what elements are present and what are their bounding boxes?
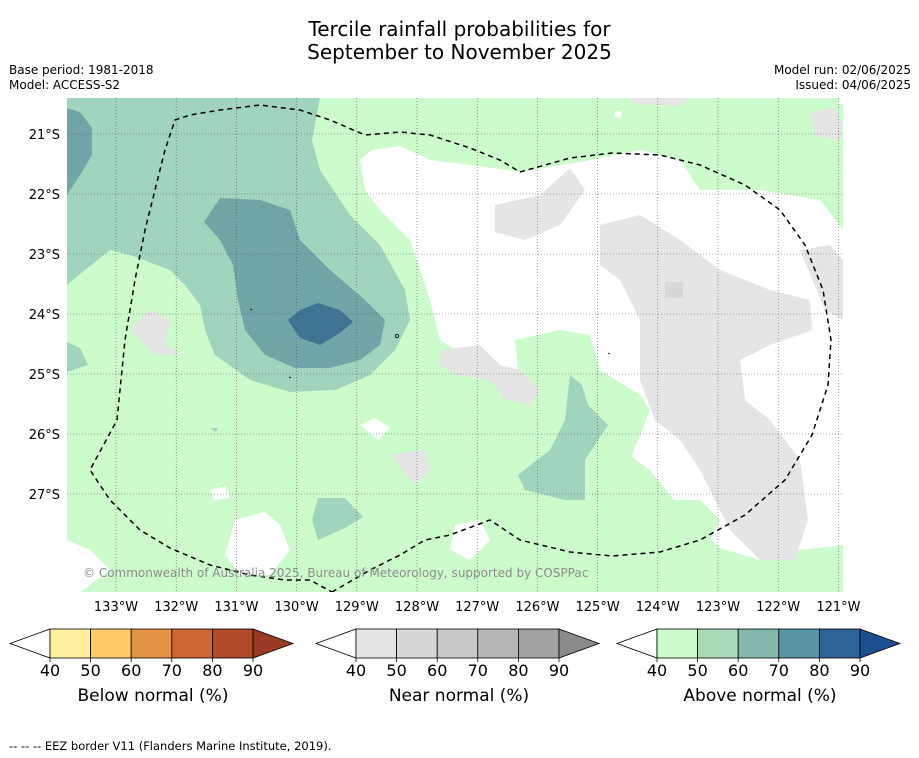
title-line-2: September to November 2025 [307,40,612,64]
longitude-label: 132°W [154,600,198,615]
colorbar-cell [355,628,397,659]
longitude-label: 123°W [696,600,740,615]
latitude-label: 24°S [29,308,60,323]
longitude-label: 133°W [94,600,138,615]
colorbar-cell [436,628,479,659]
map-area [67,98,843,592]
colorbar-tick-label: 90 [243,661,263,680]
colorbar-cell [90,628,132,659]
colorbar-tick-label: 60 [427,661,447,680]
colorbar: 40 50 60 70 80 90 [8,628,295,680]
colorbar-cell [778,628,820,659]
colorbar-low-extension [314,628,357,659]
colorbar-tick-label: 40 [40,661,60,680]
colorbar-cell [477,628,519,659]
colorbar: 40 50 60 70 80 90 [314,628,601,680]
latitude-label: 26°S [29,428,60,443]
colorbar-cell [819,628,861,659]
below-normal-label: Below normal (%) [77,686,229,706]
colorbar-tick-label: 50 [687,661,707,680]
colorbars: 40 50 60 70 80 90 40 50 60 70 80 90 40 50 60 70 80 90 [8,628,902,680]
latitude-label: 25°S [29,368,60,383]
colorbar-cell [518,628,560,659]
longitude-label: 128°W [395,600,439,615]
copyright-notice: © Commonwealth of Australia 2025, Bureau… [83,566,588,580]
longitude-label: 124°W [636,600,680,615]
above-normal-label: Above normal (%) [683,686,837,706]
colorbar-tick-label: 70 [769,661,789,680]
colorbar-cell [130,628,173,659]
colorbar-tick-label: 50 [386,661,406,680]
colorbar-tick-label: 70 [162,661,182,680]
longitude-label: 127°W [455,600,499,615]
colorbar-cell [396,628,438,659]
issued-date: Issued: 04/06/2025 [795,78,911,92]
colorbar-high-extension [252,628,295,659]
title-line-1: Tercile rainfall probabilities for [308,17,611,41]
meta-left: Base period: 1981-2018 Model: ACCESS-S2 [9,63,154,93]
colorbar-tick-label: 80 [202,661,222,680]
model-name: Model: ACCESS-S2 [9,78,121,92]
latitude-label: 27°S [29,488,60,503]
colorbar-cell [737,628,780,659]
colorbar-tick-label: 60 [121,661,141,680]
eez-border-line [89,104,832,592]
above-40-patch [690,128,748,190]
colorbar-tick-label: 60 [728,661,748,680]
longitude-label: 122°W [756,600,800,615]
latitude-label: 23°S [29,248,60,263]
longitude-label: 130°W [275,600,319,615]
latitude-label: 21°S [29,128,60,143]
map-title: Tercile rainfall probabilities for Septe… [0,18,919,64]
model-run: Model run: 02/06/2025 [773,63,911,77]
colorbar: 40 50 60 70 80 90 [615,628,902,680]
colorbar-tick-label: 80 [508,661,528,680]
colorbar-low-extension [615,628,658,659]
colorbar-tick-label: 70 [468,661,488,680]
base-period: Base period: 1981-2018 [9,63,154,77]
colorbar-cell [697,628,739,659]
colorbar-high-extension [859,628,902,659]
colorbar-tick-label: 90 [549,661,569,680]
latitude-labels: 21°S 22°S 23°S 24°S 25°S 26°S 27°S [29,128,60,503]
colorbar-high-extension [558,628,601,659]
colorbar-tick-label: 50 [80,661,100,680]
longitude-label: 125°W [576,600,620,615]
colorbar-tick-label: 80 [809,661,829,680]
above-70-region [288,303,353,345]
colorbar-low-extension [8,628,51,659]
no-tercile-holes [67,98,843,592]
longitude-label: 121°W [816,600,860,615]
contour-specks [249,308,611,379]
colorbar-cell [49,628,91,659]
gridlines [67,98,843,592]
near-normal-patches [130,98,843,560]
latitude-label: 22°S [29,188,60,203]
colorbar-tick-label: 40 [346,661,366,680]
longitude-labels: 133°W 132°W 131°W 130°W 129°W 128°W 127°W 126°W… [94,600,861,615]
near-normal-label: Near normal (%) [388,686,530,706]
meta-right: Model run: 02/06/2025 Issued: 04/06/2025 [774,63,911,93]
colorbar-cell [656,628,698,659]
longitude-label: 129°W [335,600,379,615]
longitude-label: 126°W [515,600,559,615]
colorbar-cell [211,628,254,659]
longitude-label: 131°W [214,600,258,615]
colorbar-tick-label: 40 [647,661,667,680]
near-normal-patch [665,282,683,298]
colorbar-cell [171,628,213,659]
eez-footer-note: -- -- -- EEZ border V11 (Flanders Marine… [9,739,332,753]
colorbar-tick-label: 90 [850,661,870,680]
